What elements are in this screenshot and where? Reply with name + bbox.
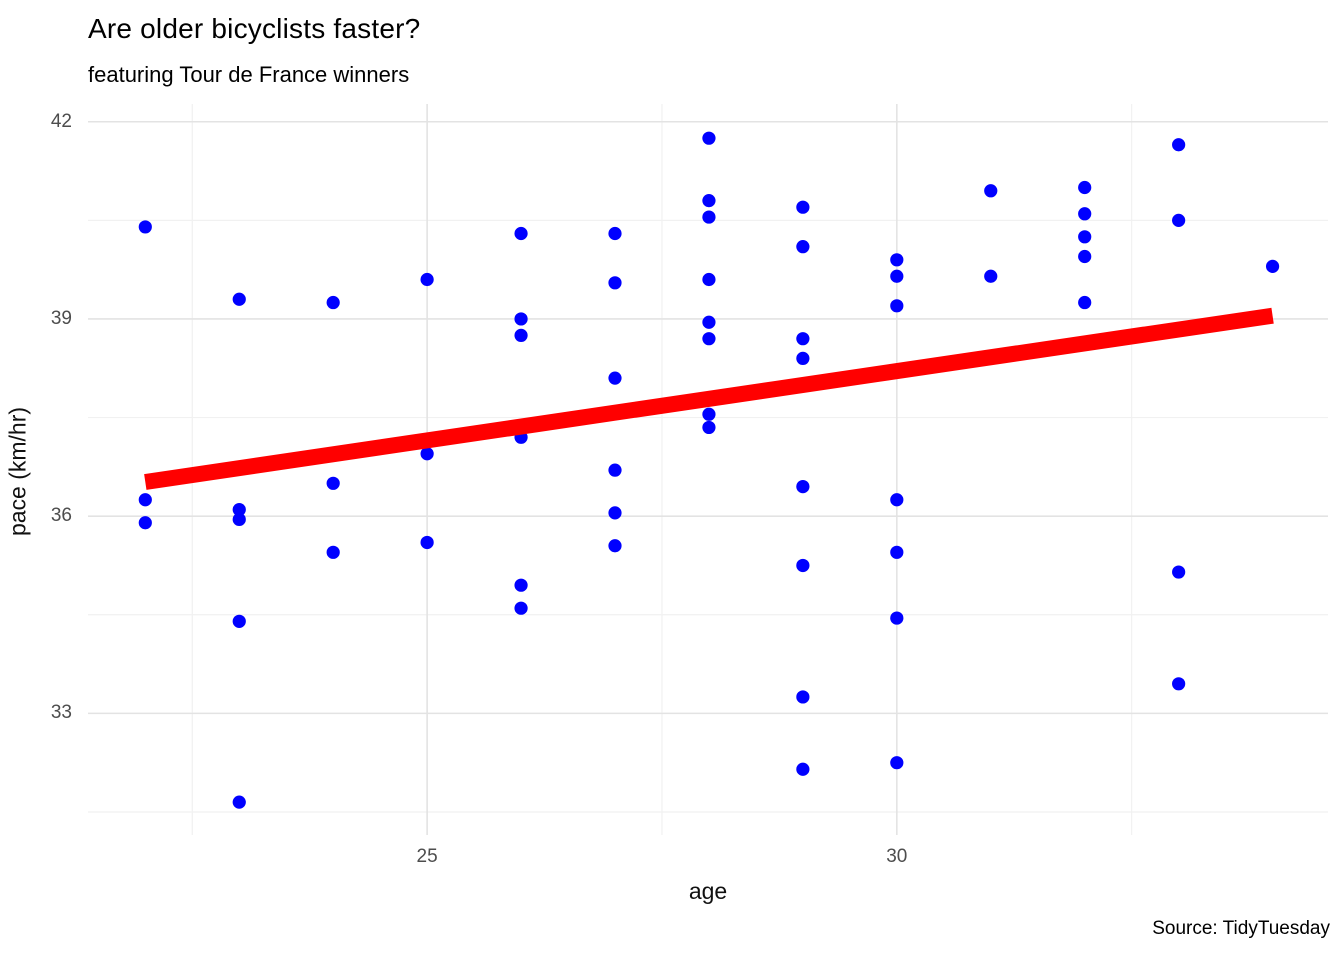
data-point (1172, 677, 1186, 691)
data-point (702, 420, 716, 435)
data-point (514, 328, 528, 342)
data-point (984, 184, 998, 198)
data-point (420, 272, 434, 287)
data-point (890, 493, 904, 507)
x-axis-title: age (688, 878, 728, 904)
data-point (138, 220, 152, 234)
data-point (702, 407, 716, 421)
data-point (890, 545, 904, 559)
data-point (514, 601, 528, 615)
data-point (326, 295, 340, 310)
y-tick-label: 33 (50, 702, 72, 724)
data-point (1265, 259, 1280, 273)
data-point (1078, 295, 1092, 310)
data-point (796, 332, 810, 346)
chart-panel (88, 104, 1328, 835)
data-point (138, 493, 152, 507)
data-point (608, 371, 622, 385)
data-point (608, 276, 622, 290)
data-point (702, 315, 716, 329)
data-point (1078, 249, 1092, 264)
data-point (514, 312, 528, 326)
data-point (232, 512, 246, 527)
y-tick-label: 42 (50, 110, 72, 132)
data-point (796, 240, 810, 254)
data-point (514, 578, 528, 592)
data-point (420, 535, 434, 550)
data-point (232, 614, 246, 628)
data-point (1172, 565, 1186, 579)
data-point (326, 545, 340, 559)
plot-title: Are older bicyclists faster? (88, 13, 421, 44)
data-point (1078, 207, 1092, 221)
data-point (608, 539, 622, 553)
data-point (608, 463, 622, 477)
data-point (796, 351, 810, 366)
data-point (796, 558, 810, 573)
data-point (796, 200, 810, 214)
y-axis-title: pace (km/hr) (4, 406, 31, 537)
data-point (232, 502, 246, 517)
data-point (1078, 180, 1092, 195)
y-tick-label: 39 (50, 307, 72, 329)
data-point (890, 269, 904, 283)
data-point (232, 795, 246, 809)
data-point (1078, 230, 1092, 244)
data-point (890, 611, 904, 625)
data-point (702, 272, 716, 287)
data-point (702, 332, 716, 346)
data-point (138, 516, 152, 530)
data-point (984, 269, 998, 283)
x-tick-label: 25 (416, 846, 438, 867)
data-point (796, 479, 810, 494)
data-point (420, 447, 434, 461)
data-point (608, 506, 622, 520)
data-point (702, 131, 716, 145)
data-point (232, 292, 246, 306)
data-point (514, 226, 528, 241)
y-tick-label: 36 (50, 505, 72, 527)
data-point (890, 299, 904, 313)
data-point (702, 210, 716, 224)
data-point (1172, 138, 1186, 152)
data-point (702, 194, 716, 208)
data-point (1172, 213, 1186, 227)
plot-caption: Source: TidyTuesday (1152, 918, 1330, 939)
plot-subtitle: featuring Tour de France winners (88, 62, 410, 87)
data-point (796, 690, 810, 704)
data-point (890, 253, 904, 267)
data-point (796, 762, 810, 776)
trend-line (144, 307, 1274, 490)
chart-canvas (88, 104, 1328, 835)
data-point (608, 226, 622, 241)
data-point (890, 756, 904, 770)
data-point (326, 476, 340, 490)
x-tick-label: 30 (886, 846, 908, 867)
